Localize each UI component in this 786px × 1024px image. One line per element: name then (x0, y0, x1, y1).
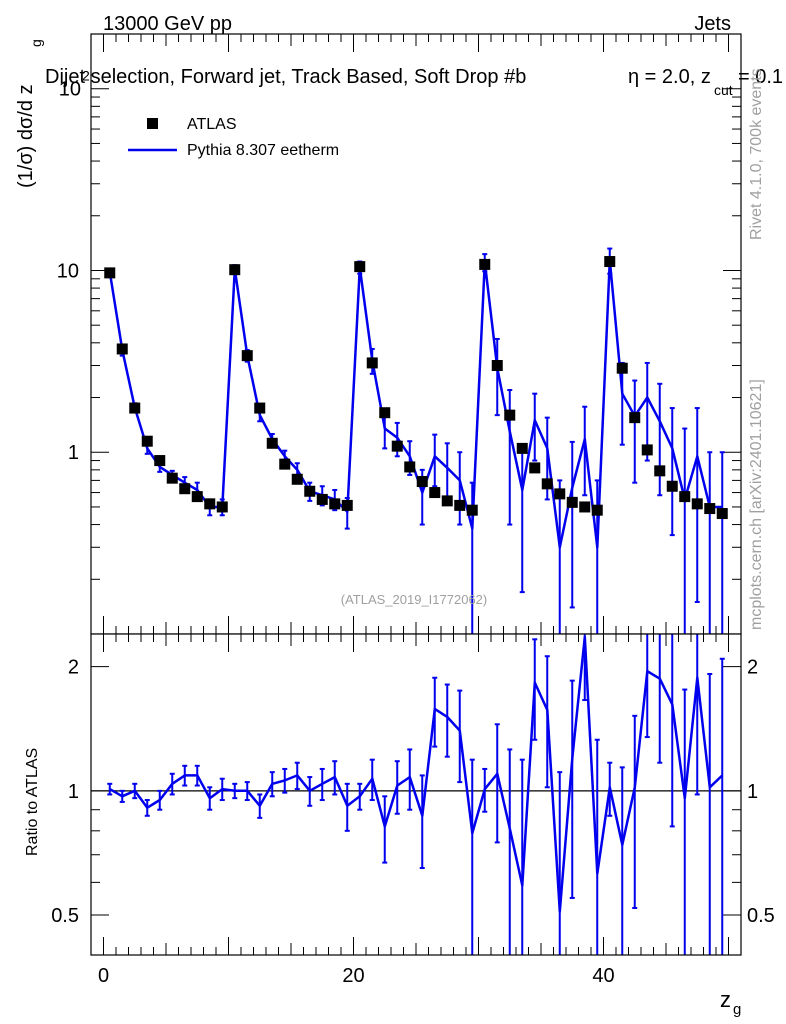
atlas-data-point (654, 465, 666, 477)
ratio-y-tick-label-left: 2 (68, 657, 79, 679)
chart-title-end: = 0.1 (738, 66, 783, 88)
rivet-info-label: Rivet 4.1.0, 700k events (748, 68, 765, 240)
main-y-tick-label: 10 (57, 260, 79, 282)
atlas-data-point (466, 504, 478, 516)
ratio-y-tick-label-right: 2 (747, 657, 758, 679)
atlas-data-point (216, 501, 228, 513)
atlas-data-point (229, 264, 241, 276)
atlas-data-point (254, 402, 266, 414)
analysis-watermark: (ATLAS_2019_I1772062) (341, 592, 487, 607)
atlas-data-point (379, 407, 391, 419)
atlas-data-point (504, 409, 516, 421)
series-line-ratio (109, 635, 724, 913)
atlas-data-point (429, 487, 441, 499)
atlas-data-point (579, 501, 591, 513)
atlas-data-point (441, 495, 453, 507)
atlas-data-point (604, 256, 616, 268)
main-y-axis-label: (1/σ) dσ/d z g (15, 39, 44, 188)
atlas-data-point (479, 258, 491, 270)
category-label: Jets (694, 13, 731, 35)
atlas-data-point (266, 437, 278, 449)
atlas-data-point (591, 504, 603, 516)
atlas-data-point (279, 458, 291, 470)
atlas-data-point (354, 261, 366, 273)
ratio-data-layer (91, 634, 741, 955)
atlas-data-point (491, 360, 503, 372)
atlas-data-point (691, 498, 703, 510)
legend-pythia-label: Pythia 8.307 eetherm (187, 142, 339, 159)
atlas-data-point (666, 480, 678, 492)
atlas-data-point (179, 483, 191, 495)
ratio-y-tick-label-right: 1 (747, 781, 758, 803)
atlas-data-point (154, 455, 166, 467)
atlas-data-point (291, 473, 303, 485)
x-axis-title: z (720, 987, 731, 1012)
chart-title-subscript: cut (714, 82, 733, 98)
atlas-data-point (204, 498, 216, 510)
atlas-data-point (541, 478, 553, 490)
legend-atlas-marker (147, 118, 158, 129)
ratio-panel-frame (90, 633, 742, 956)
x-tick-label: 40 (592, 965, 614, 987)
atlas-data-point (629, 412, 641, 424)
atlas-data-point (141, 435, 153, 447)
main-y-tick-exponent: 2 (82, 68, 90, 84)
chart-title-tail: η = 2.0, z (628, 66, 711, 88)
ratio-y-tick-label-left: 1 (68, 781, 79, 803)
ratio-y-axis-title: Ratio to ATLAS (24, 748, 41, 856)
ratio-axis-ticks: 0.5 0.51 12 20 20 40 (51, 634, 775, 987)
atlas-data-point (104, 267, 116, 279)
atlas-data-point (329, 498, 341, 510)
x-axis-subscript: g (733, 1001, 741, 1018)
atlas-data-point (241, 350, 253, 362)
atlas-data-point (616, 362, 628, 374)
ratio-y-tick-label-left: 0.5 (51, 905, 79, 927)
atlas-data-point (516, 442, 528, 454)
main-data-layer (104, 247, 728, 634)
atlas-data-point (704, 503, 716, 515)
main-panel-background (91, 34, 741, 634)
ratio-panel: 0.5 0.51 12 20 20 40 Ratio to ATLAS z g (24, 633, 775, 1018)
atlas-data-point (341, 499, 353, 511)
atlas-data-point (454, 499, 466, 511)
atlas-data-point (404, 461, 416, 473)
main-y-axis-subscript: g (28, 39, 44, 47)
atlas-data-point (366, 357, 378, 369)
atlas-data-point (566, 496, 578, 508)
atlas-data-point (391, 440, 403, 452)
atlas-data-point (641, 444, 653, 456)
main-y-tick-label: 1 (68, 442, 79, 464)
atlas-data-point (554, 488, 566, 500)
atlas-data-point (679, 491, 691, 503)
x-tick-label: 20 (342, 965, 364, 987)
atlas-data-point (191, 491, 203, 503)
source-info-label: mcplots.cern.ch [arXiv:2401.10621] (748, 379, 765, 630)
atlas-data-point (166, 472, 178, 484)
main-y-tick-label-top: 10 (59, 79, 81, 101)
atlas-data-point (129, 402, 141, 414)
atlas-data-point (416, 476, 428, 488)
chart-title-main: Dijet selection, Forward jet, Track Base… (45, 66, 526, 88)
chart-title: Dijet selection, Forward jet, Track Base… (45, 66, 783, 98)
legend-atlas-label: ATLAS (187, 116, 237, 133)
ratio-y-tick-label-right: 0.5 (747, 905, 775, 927)
atlas-data-point (304, 485, 316, 497)
legend: ATLAS Pythia 8.307 eetherm (128, 116, 339, 159)
atlas-data-point (316, 493, 328, 505)
main-y-axis-title: (1/σ) dσ/d z (15, 84, 37, 188)
atlas-data-point (116, 343, 128, 355)
atlas-data-point (716, 508, 728, 520)
atlas-data-point (529, 462, 541, 474)
x-tick-label: 0 (98, 965, 109, 987)
energy-label: 13000 GeV pp (103, 13, 232, 35)
